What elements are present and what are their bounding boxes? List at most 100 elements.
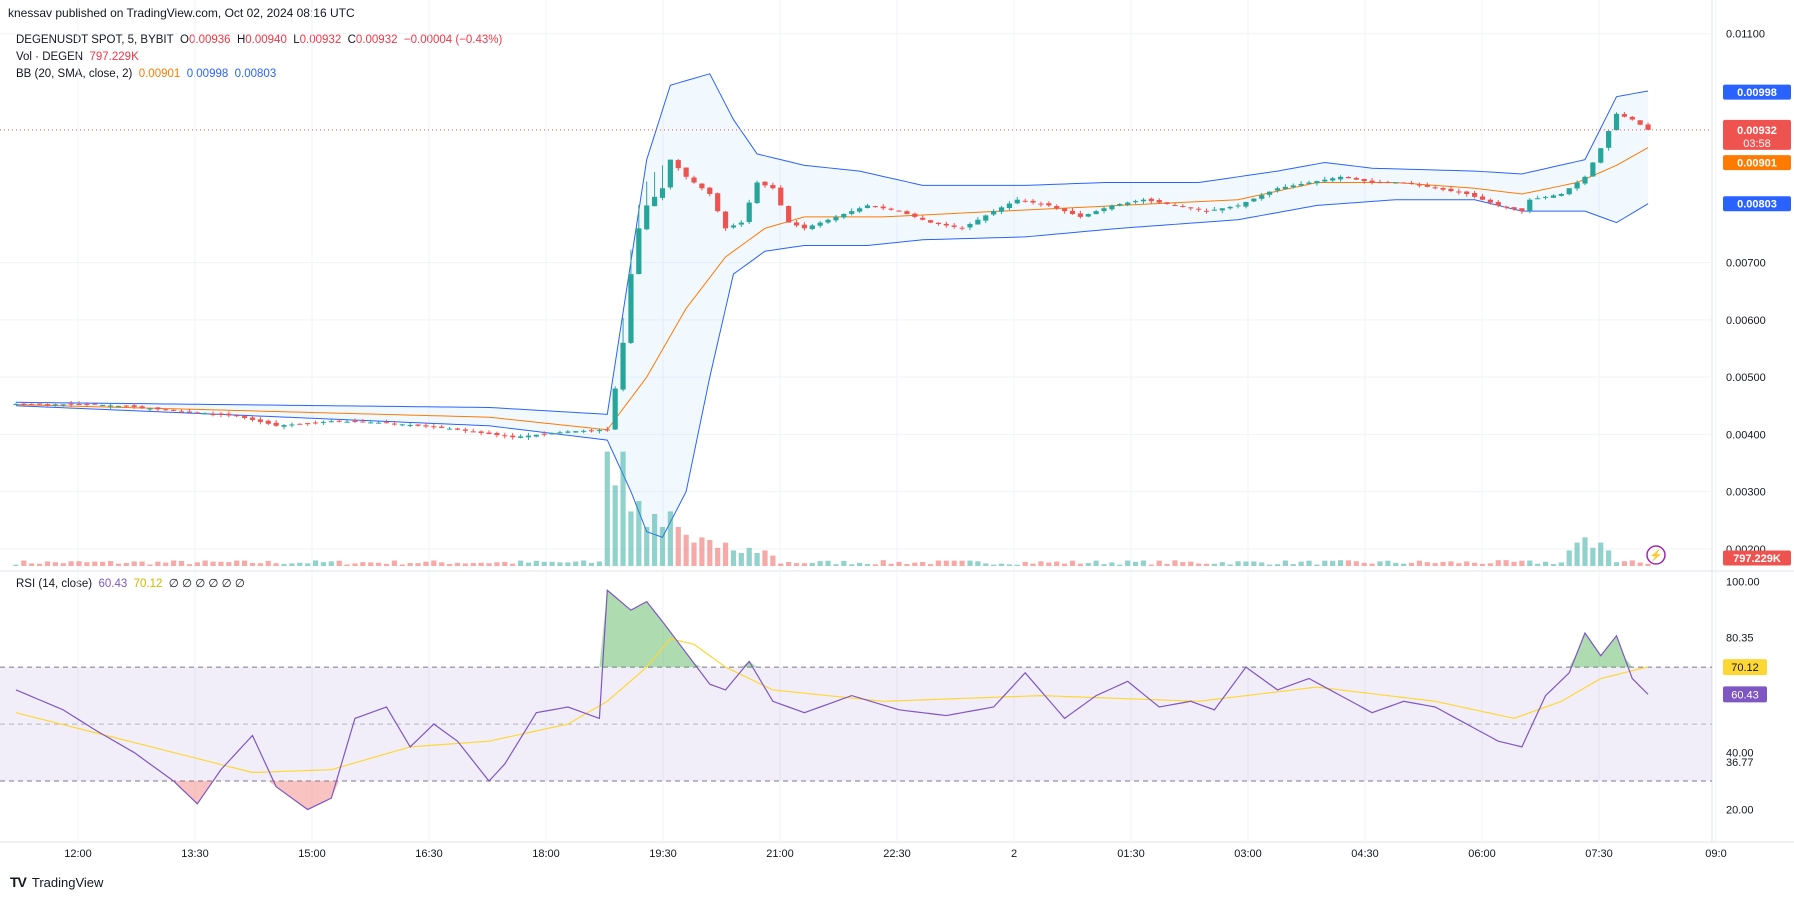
candle-body [1077, 213, 1083, 217]
volume-bar [1069, 560, 1076, 566]
candle-body [194, 412, 200, 414]
volume-bar [1408, 562, 1415, 566]
volume-bar [1030, 563, 1036, 566]
volume-bar [1164, 563, 1170, 566]
volume-bar [44, 561, 51, 566]
candle-body [1519, 208, 1525, 212]
volume-bar [383, 563, 390, 566]
candle-body [1471, 193, 1478, 197]
legend-bb-basis: 0.00901 [138, 68, 181, 80]
rsi-legend-ma: 70.12 [133, 578, 163, 590]
candle-body [754, 182, 760, 204]
legend-bb-label[interactable]: BB (20, SMA, close, 2) [16, 68, 133, 80]
volume-bar [612, 485, 618, 566]
volume-bar [872, 564, 878, 566]
volume-bar [1054, 561, 1060, 566]
candle-body [778, 187, 784, 206]
candle-body [1259, 195, 1265, 199]
candle-body [1211, 209, 1218, 211]
candle-body [1235, 205, 1241, 207]
candle-body [1353, 177, 1359, 180]
candle-body [1251, 198, 1257, 202]
legend-symbol[interactable]: DEGENUSDT SPOT, 5, BYBIT [16, 34, 174, 46]
volume-bar [722, 542, 729, 566]
volume-bar [1401, 563, 1407, 566]
volume-bar [29, 563, 35, 566]
upper-band-price-label: 0.00998 [1737, 87, 1777, 99]
volume-bar [1613, 562, 1620, 566]
volume-bar [1550, 564, 1557, 566]
volume-bar [1582, 537, 1588, 566]
last-price-label-bg [1723, 119, 1791, 150]
candle-body [967, 224, 973, 228]
volume-bar [1322, 560, 1328, 566]
footer-brand: TradingView [31, 874, 104, 890]
rsi-tick-label: 40.00 [1726, 748, 1754, 760]
volume-bar [1479, 563, 1486, 566]
price-tick-label: 0.00500 [1726, 372, 1766, 384]
candle-body [336, 420, 342, 422]
volume-bar [841, 560, 847, 566]
volume-bar [856, 562, 863, 566]
candle-body [573, 431, 579, 433]
tradingview-logo-icon[interactable]: TV [10, 874, 27, 890]
volume-bar [1527, 560, 1533, 566]
rsi-legend-label[interactable]: RSI (14, close) [16, 578, 93, 590]
volume-bar [825, 560, 831, 566]
candle-body [975, 219, 981, 225]
volume-bar [864, 564, 871, 566]
volume-bar [1227, 564, 1233, 566]
candle-body [123, 405, 129, 407]
candle-body [707, 187, 713, 194]
volume-bar [1290, 564, 1296, 566]
time-tick-label: 16:30 [415, 848, 443, 860]
rsi-ma-value-label: 70.12 [1731, 662, 1759, 674]
volume-bar [581, 560, 587, 566]
candle-body [281, 425, 287, 427]
candle-body [1432, 187, 1438, 189]
candle-body [786, 206, 792, 223]
candle-body [1172, 205, 1178, 207]
volume-bar [557, 562, 563, 566]
volume-bar [399, 564, 405, 566]
candle-body [1125, 202, 1131, 205]
volume-bar [1511, 561, 1517, 566]
candle-body [738, 222, 744, 225]
candle-body [265, 420, 271, 424]
volume-bar [462, 563, 468, 566]
candle-body [1629, 116, 1635, 120]
volume-bar [1385, 560, 1391, 566]
volume-bar [896, 561, 902, 566]
published-by: knessav published on TradingView.com, Oc… [8, 6, 355, 20]
volume-bar [935, 560, 942, 566]
candle-body [494, 433, 500, 436]
volume-bar [1535, 563, 1541, 566]
volume-bar [1330, 560, 1336, 566]
volume-bar [596, 561, 603, 566]
legend-open: 0.00936 [188, 34, 231, 46]
volume-bar [1345, 560, 1352, 566]
legend-bb-row: BB (20, SMA, close, 2) 0.00901 0.00998 0… [16, 66, 502, 83]
volume-bar [368, 562, 374, 566]
volume-bar [1314, 564, 1320, 566]
legend-bb-upper: 0.00998 [186, 68, 229, 80]
volume-bar [1282, 560, 1288, 566]
volume-bar [1464, 561, 1470, 566]
volume-bar [1590, 547, 1596, 566]
volume-price-label: 797.229K [1733, 553, 1781, 565]
candle-body [52, 404, 58, 406]
volume-bar [92, 561, 98, 566]
candle-body [920, 217, 926, 220]
candle-body [415, 424, 421, 426]
volume-bar [975, 561, 981, 566]
volume-bar [1598, 542, 1604, 566]
legend-low: 0.00932 [299, 34, 342, 46]
volume-price-label-bg [1723, 550, 1791, 566]
candle-body [1266, 191, 1273, 195]
legend-high: 0.00940 [245, 34, 287, 46]
volume-bar [1061, 563, 1068, 566]
legend-vol-label[interactable]: Vol · DEGEN [16, 51, 84, 63]
candle-body [1196, 208, 1202, 210]
volume-bar [454, 562, 461, 566]
